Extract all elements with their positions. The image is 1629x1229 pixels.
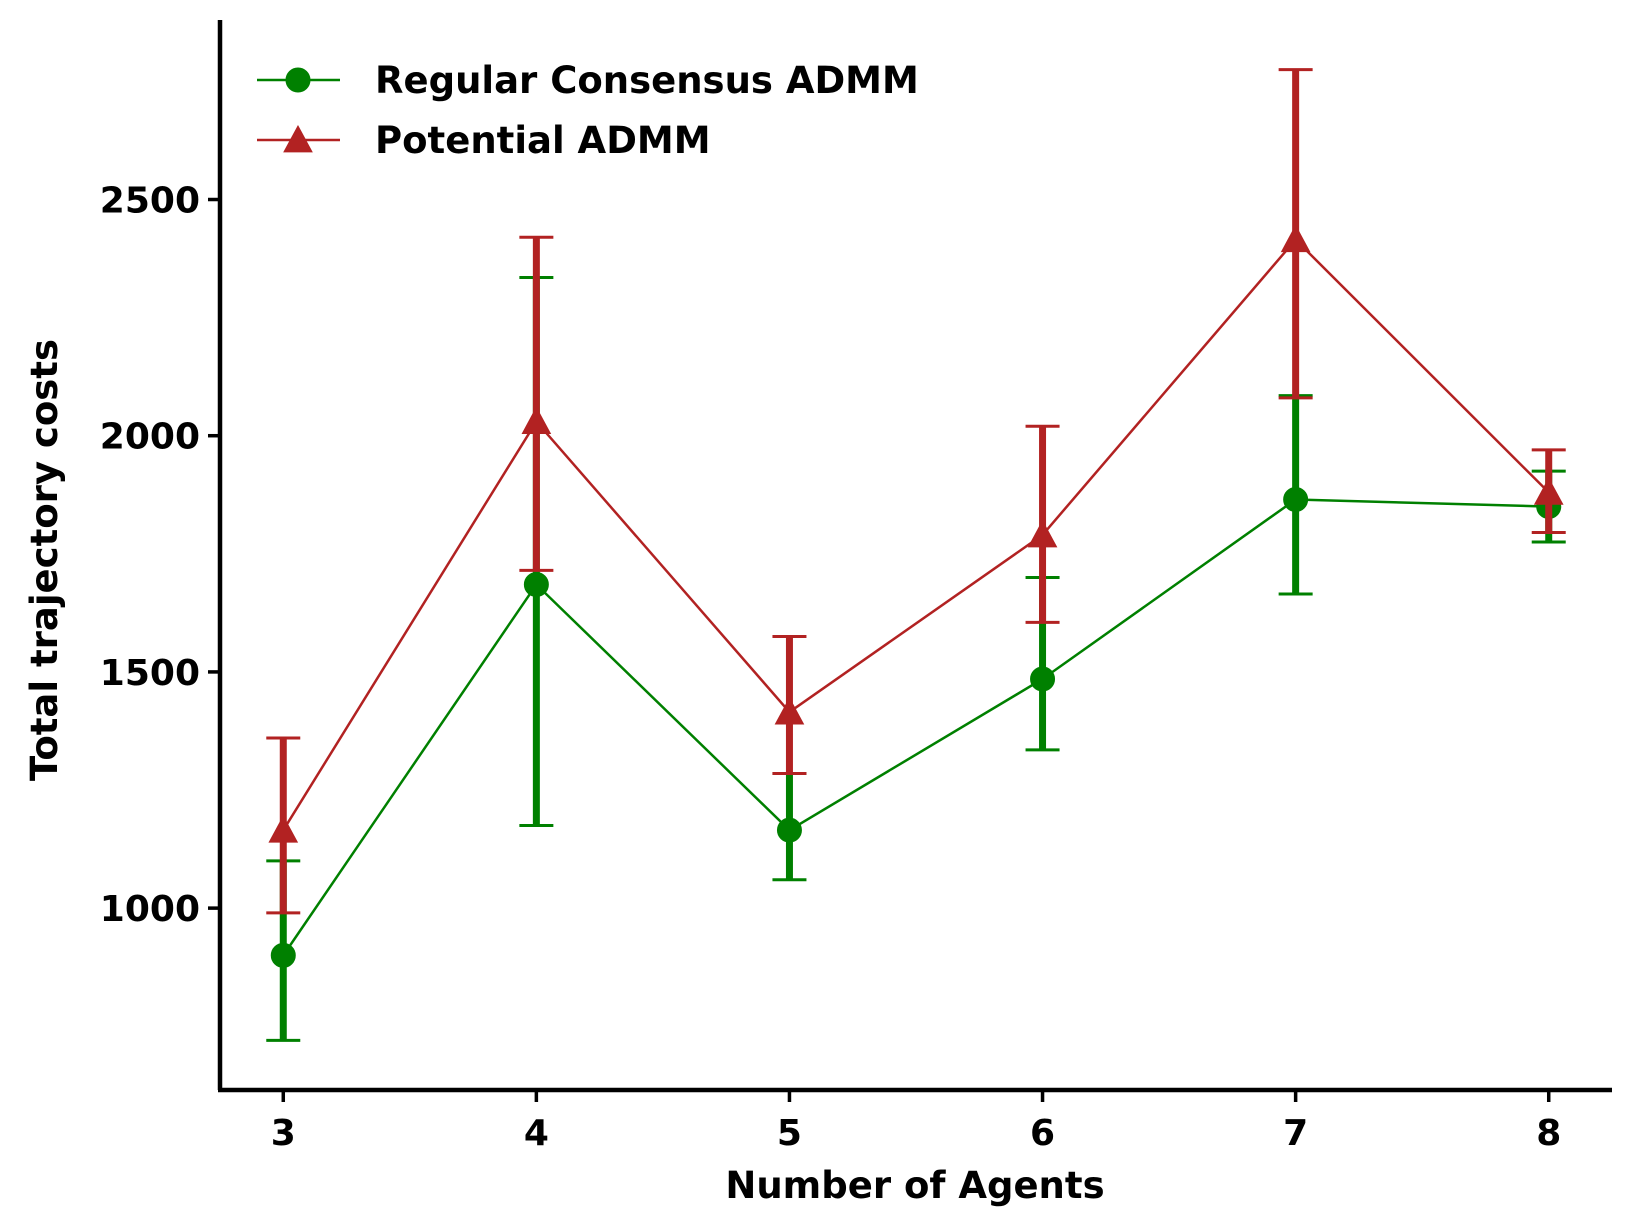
y-axis-label: Total trajectory costs: [23, 339, 66, 781]
y-tick-label: 2000: [100, 417, 200, 458]
data-point: [1027, 519, 1058, 548]
legend-marker: [283, 124, 313, 153]
data-point: [1283, 486, 1309, 512]
data-point: [268, 815, 299, 843]
x-tick-label: 5: [777, 1113, 802, 1154]
legend-label: Potential ADMM: [375, 119, 711, 162]
y-tick-label: 1500: [100, 653, 200, 694]
x-tick-label: 7: [1283, 1113, 1308, 1154]
data-point: [1280, 224, 1311, 253]
series-line: [282, 498, 1549, 957]
plot-area: [266, 68, 1566, 1042]
x-tick-label: 6: [1030, 1113, 1055, 1154]
legend-marker: [285, 67, 311, 93]
series-2: [266, 68, 1566, 915]
x-tick-label: 8: [1536, 1113, 1561, 1154]
axes: 1000 1500 2000 2500 3 4 5 6 7 8: [100, 20, 1612, 1154]
data-point: [774, 697, 805, 725]
data-point: [521, 406, 552, 434]
x-tick-label: 4: [524, 1113, 549, 1154]
data-point: [270, 942, 296, 968]
data-point: [776, 817, 802, 843]
x-axis-label: Number of Agents: [725, 1164, 1104, 1207]
legend-item-2: Potential ADMM: [257, 119, 711, 162]
data-point: [1533, 477, 1564, 505]
x-tick-label: 3: [271, 1113, 296, 1154]
legend: Regular Consensus ADMM Potential ADMM: [257, 59, 919, 162]
series-line: [282, 237, 1550, 831]
series-1: [266, 275, 1566, 1042]
data-point: [523, 572, 549, 598]
legend-item-1: Regular Consensus ADMM: [257, 59, 919, 102]
y-tick-label: 1000: [100, 889, 200, 930]
legend-label: Regular Consensus ADMM: [375, 59, 919, 102]
data-point: [1030, 666, 1056, 692]
y-tick-label: 2500: [100, 181, 200, 222]
